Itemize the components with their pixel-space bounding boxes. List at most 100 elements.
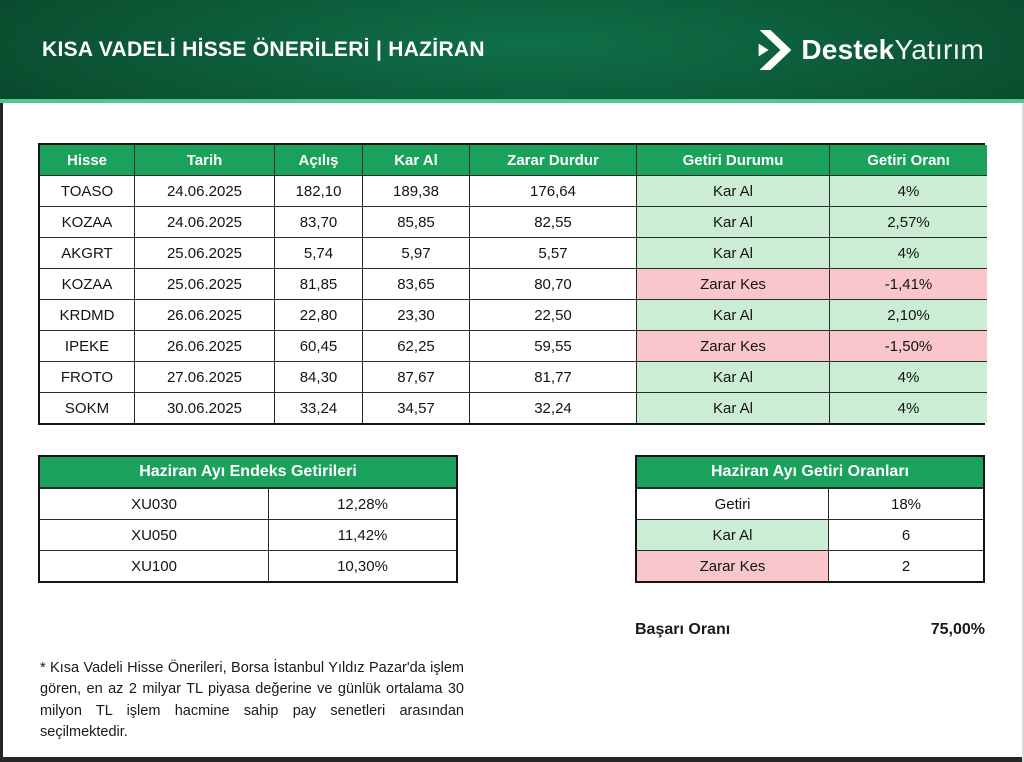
index-return-value: 10,30%: [269, 550, 456, 581]
page-edge-bottom: [0, 757, 1024, 762]
page-edge-left: [0, 100, 3, 762]
index-row: XU100 10,30%: [40, 550, 456, 581]
page-title: KISA VADELİ HİSSE ÖNERİLERİ | HAZİRAN: [42, 37, 485, 61]
table-row: KOZAA 25.06.2025 81,85 83,65 80,70 Zarar…: [40, 268, 987, 299]
cell-zarar-durdur: 80,70: [470, 268, 637, 299]
cell-getiri-orani: 2,10%: [830, 299, 987, 330]
cell-hisse: TOASO: [40, 175, 135, 206]
cell-kar-al: 85,85: [363, 206, 470, 237]
cell-kar-al: 87,67: [363, 361, 470, 392]
ratio-value: 6: [829, 519, 983, 550]
column-header-hisse: Hisse: [40, 145, 135, 175]
index-name: XU030: [40, 488, 269, 519]
cell-getiri-durumu: Zarar Kes: [637, 268, 830, 299]
table-row: KOZAA 24.06.2025 83,70 85,85 82,55 Kar A…: [40, 206, 987, 237]
page-edge-right: [1022, 103, 1024, 762]
footnote-text: * Kısa Vadeli Hisse Önerileri, Borsa İst…: [40, 660, 464, 740]
cell-getiri-durumu: Kar Al: [637, 299, 830, 330]
cell-zarar-durdur: 59,55: [470, 330, 637, 361]
brand-name-light: Yatırım: [894, 33, 984, 65]
column-header-acilis: Açılış: [275, 145, 363, 175]
cell-kar-al: 23,30: [363, 299, 470, 330]
cell-acilis: 83,70: [275, 206, 363, 237]
cell-zarar-durdur: 82,55: [470, 206, 637, 237]
cell-hisse: KOZAA: [40, 268, 135, 299]
cell-tarih: 24.06.2025: [135, 206, 275, 237]
cell-zarar-durdur: 5,57: [470, 237, 637, 268]
cell-tarih: 30.06.2025: [135, 392, 275, 423]
column-header-zarar-durdur: Zarar Durdur: [470, 145, 637, 175]
cell-hisse: FROTO: [40, 361, 135, 392]
cell-kar-al: 189,38: [363, 175, 470, 206]
table-row: KRDMD 26.06.2025 22,80 23,30 22,50 Kar A…: [40, 299, 987, 330]
index-return-value: 12,28%: [269, 488, 456, 519]
cell-getiri-durumu: Kar Al: [637, 175, 830, 206]
column-header-tarih: Tarih: [135, 145, 275, 175]
index-returns-title: Haziran Ayı Endeks Getirileri: [40, 457, 456, 488]
ratio-value: 18%: [829, 488, 983, 519]
cell-tarih: 27.06.2025: [135, 361, 275, 392]
cell-zarar-durdur: 32,24: [470, 392, 637, 423]
cell-tarih: 25.06.2025: [135, 268, 275, 299]
index-row: XU030 12,28%: [40, 488, 456, 519]
table-row: IPEKE 26.06.2025 60,45 62,25 59,55 Zarar…: [40, 330, 987, 361]
cell-acilis: 84,30: [275, 361, 363, 392]
index-returns-body: XU030 12,28% XU050 11,42% XU100 10,30%: [40, 488, 456, 581]
chevron-right-icon: [759, 29, 792, 70]
column-header-getiri-durumu: Getiri Durumu: [637, 145, 830, 175]
index-row: XU050 11,42%: [40, 519, 456, 550]
cell-acilis: 5,74: [275, 237, 363, 268]
cell-hisse: SOKM: [40, 392, 135, 423]
cell-getiri-orani: 4%: [830, 237, 987, 268]
cell-getiri-durumu: Zarar Kes: [637, 330, 830, 361]
success-rate-label: Başarı Oranı: [635, 621, 731, 638]
ratio-label: Zarar Kes: [637, 550, 829, 581]
table-row: AKGRT 25.06.2025 5,74 5,97 5,57 Kar Al 4…: [40, 237, 987, 268]
brand-logo-text: DestekYatırım: [801, 34, 984, 66]
cell-getiri-durumu: Kar Al: [637, 392, 830, 423]
ratio-value: 2: [829, 550, 983, 581]
ratio-label: Getiri: [637, 488, 829, 519]
index-returns-table: Haziran Ayı Endeks Getirileri XU030 12,2…: [38, 455, 458, 583]
return-ratios-body: Getiri 18% Kar Al 6 Zarar Kes 2: [637, 488, 983, 581]
index-name: XU100: [40, 550, 269, 581]
ratio-row: Getiri 18%: [637, 488, 983, 519]
column-header-getiri-orani: Getiri Oranı: [830, 145, 987, 175]
cell-tarih: 26.06.2025: [135, 299, 275, 330]
cell-kar-al: 62,25: [363, 330, 470, 361]
cell-hisse: AKGRT: [40, 237, 135, 268]
cell-acilis: 60,45: [275, 330, 363, 361]
cell-acilis: 182,10: [275, 175, 363, 206]
table-row: FROTO 27.06.2025 84,30 87,67 81,77 Kar A…: [40, 361, 987, 392]
table-row: SOKM 30.06.2025 33,24 34,57 32,24 Kar Al…: [40, 392, 987, 423]
column-header-kar-al: Kar Al: [363, 145, 470, 175]
header-banner: KISA VADELİ HİSSE ÖNERİLERİ | HAZİRAN De…: [0, 0, 1024, 103]
cell-hisse: KOZAA: [40, 206, 135, 237]
return-ratios-title: Haziran Ayı Getiri Oranları: [637, 457, 983, 488]
cell-zarar-durdur: 176,64: [470, 175, 637, 206]
recommendations-table: Hisse Tarih Açılış Kar Al Zarar Durdur G…: [38, 143, 987, 425]
index-return-value: 11,42%: [269, 519, 456, 550]
brand-logo: DestekYatırım: [758, 29, 984, 70]
cell-zarar-durdur: 22,50: [470, 299, 637, 330]
recommendations-table-header: Hisse Tarih Açılış Kar Al Zarar Durdur G…: [40, 145, 987, 175]
cell-hisse: KRDMD: [40, 299, 135, 330]
cell-kar-al: 83,65: [363, 268, 470, 299]
cell-getiri-durumu: Kar Al: [637, 361, 830, 392]
cell-tarih: 25.06.2025: [135, 237, 275, 268]
cell-acilis: 33,24: [275, 392, 363, 423]
cell-kar-al: 34,57: [363, 392, 470, 423]
recommendations-table-body: TOASO 24.06.2025 182,10 189,38 176,64 Ka…: [40, 175, 987, 423]
cell-getiri-orani: -1,50%: [830, 330, 987, 361]
cell-getiri-orani: 4%: [830, 175, 987, 206]
cell-tarih: 26.06.2025: [135, 330, 275, 361]
cell-getiri-orani: 4%: [830, 361, 987, 392]
cell-acilis: 22,80: [275, 299, 363, 330]
cell-getiri-orani: -1,41%: [830, 268, 987, 299]
cell-kar-al: 5,97: [363, 237, 470, 268]
table-row: TOASO 24.06.2025 182,10 189,38 176,64 Ka…: [40, 175, 987, 206]
cell-getiri-orani: 4%: [830, 392, 987, 423]
cell-tarih: 24.06.2025: [135, 175, 275, 206]
cell-getiri-durumu: Kar Al: [637, 237, 830, 268]
ratio-label: Kar Al: [637, 519, 829, 550]
